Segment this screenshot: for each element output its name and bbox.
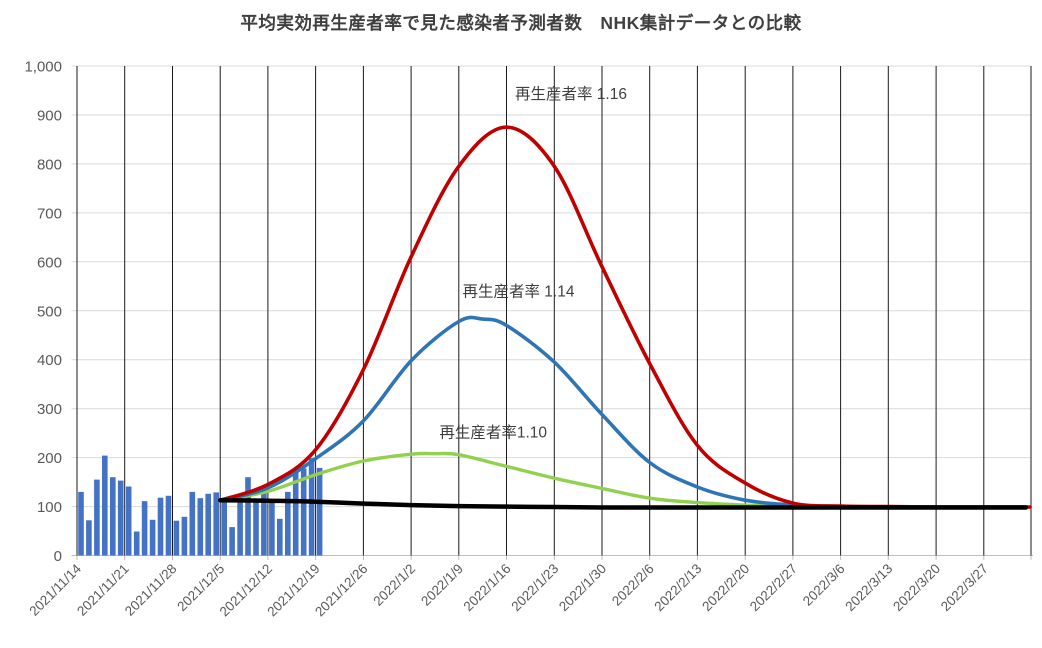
bar [285, 491, 291, 556]
bar [229, 527, 235, 556]
svg-text:2021/12/26: 2021/12/26 [312, 561, 370, 619]
line-series [218, 451, 1029, 509]
svg-text:2022/2/6: 2022/2/6 [609, 561, 657, 609]
svg-text:500: 500 [37, 303, 62, 320]
svg-text:2021/11/28: 2021/11/28 [122, 561, 180, 619]
vertical-gridlines [76, 66, 1032, 556]
line-series [218, 125, 1032, 509]
y-axis-labels: 0 100 200 300 400 500 600 700 800 900 1,000 [24, 59, 62, 566]
series-annotation: 再生産者率 1.14 [463, 283, 575, 301]
svg-text:2022/1/16: 2022/1/16 [461, 561, 514, 614]
svg-text:2022/1/30: 2022/1/30 [556, 561, 609, 614]
svg-text:300: 300 [37, 401, 62, 418]
bar [269, 500, 275, 556]
svg-text:2022/3/13: 2022/3/13 [842, 561, 895, 614]
bar [253, 501, 259, 556]
line-series [217, 497, 1029, 510]
bar [78, 491, 84, 556]
bar [141, 501, 148, 556]
svg-text:100: 100 [37, 499, 62, 516]
bar [245, 477, 251, 556]
bar [213, 492, 219, 556]
svg-text:400: 400 [37, 352, 62, 369]
line-series-group [217, 125, 1032, 510]
bar [117, 480, 124, 556]
bar [110, 477, 116, 556]
bar-series-nhk-daily [78, 455, 323, 556]
svg-text:900: 900 [37, 108, 62, 125]
bar [181, 516, 188, 556]
svg-text:2022/1/2: 2022/1/2 [370, 561, 418, 609]
annotations: 再生産者率 1.16 再生産者率 1.14 再生産者率1.10 [439, 85, 627, 442]
bar [86, 520, 92, 556]
svg-text:2022/2/27: 2022/2/27 [747, 561, 800, 614]
bar [133, 531, 140, 556]
bar [277, 518, 283, 556]
svg-text:800: 800 [37, 156, 62, 173]
bar [165, 495, 172, 556]
bar [197, 498, 204, 556]
svg-text:2022/3/20: 2022/3/20 [890, 561, 943, 614]
x-axis [71, 555, 1033, 560]
svg-text:2022/2/20: 2022/2/20 [699, 561, 752, 614]
bar [173, 520, 180, 556]
bar [237, 501, 243, 556]
series-annotation: 再生産者率1.10 [439, 424, 547, 442]
chart-title: 平均実効再生産者率で見た感染者予測者数 NHK集計データとの比較 [240, 13, 802, 33]
bar [261, 489, 267, 556]
svg-text:600: 600 [37, 254, 62, 271]
svg-text:2022/2/13: 2022/2/13 [651, 561, 704, 614]
svg-text:700: 700 [37, 205, 62, 222]
bar [125, 486, 132, 556]
svg-text:200: 200 [37, 450, 62, 467]
bar [308, 458, 315, 556]
svg-text:2022/1/9: 2022/1/9 [418, 561, 466, 609]
bar [94, 479, 100, 556]
bar [149, 519, 156, 556]
bar [205, 493, 211, 556]
bar [102, 455, 108, 556]
svg-text:0: 0 [54, 548, 62, 565]
bar [157, 497, 164, 556]
svg-text:2022/1/23: 2022/1/23 [508, 561, 561, 614]
svg-text:1,000: 1,000 [24, 59, 62, 76]
svg-text:2022/3/27: 2022/3/27 [938, 561, 991, 614]
bar [300, 468, 307, 556]
bar [316, 467, 323, 556]
bar [221, 500, 227, 556]
bar [292, 469, 299, 556]
svg-text:2022/3/6: 2022/3/6 [800, 561, 848, 609]
x-axis-labels: 2021/11/142021/11/212021/11/282021/12/52… [26, 561, 990, 620]
bar [189, 491, 196, 556]
series-annotation: 再生産者率 1.16 [515, 85, 627, 103]
